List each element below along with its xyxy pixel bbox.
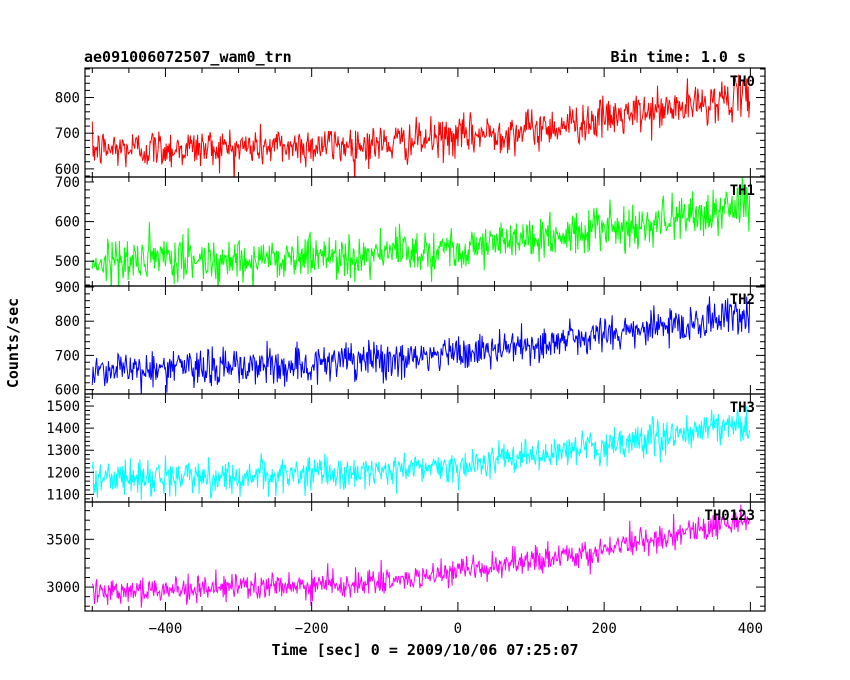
- y-tick-label: 600: [55, 215, 80, 231]
- panels-group: 600700800TH0500600700TH1600700800900TH21…: [46, 67, 766, 637]
- series-line-th2: [91, 296, 751, 394]
- series-line-th3: [91, 406, 751, 501]
- panel-th2: 600 700 800 900 TH2: [55, 280, 766, 399]
- panel-label-th3: TH3: [730, 400, 755, 416]
- y-tick-label: 900: [55, 280, 80, 296]
- x-tick-label: 200: [591, 621, 616, 637]
- y-tick-label: 700: [55, 175, 80, 191]
- series-line-th0: [91, 74, 751, 177]
- panel-th0: 600 700 800 TH0: [55, 67, 766, 178]
- x-tick-label: 400: [738, 621, 763, 637]
- y-tick-label: 3000: [46, 580, 80, 596]
- y-tick-label: 700: [55, 348, 80, 364]
- y-axis-label: Counts/sec: [4, 298, 22, 388]
- panel-label-th0: TH0: [730, 74, 755, 90]
- bin-time-label: Bin time: 1.0 s: [611, 48, 746, 66]
- plot-title: ae091006072507_wam0_trn: [84, 48, 292, 66]
- y-tick-label: 600: [55, 162, 80, 178]
- y-tick-label: 600: [55, 383, 80, 399]
- y-tick-label: 1400: [46, 421, 80, 437]
- series-line-th1: [91, 177, 751, 286]
- panel-frame: [84, 501, 766, 612]
- panel-label-th0123: TH0123: [704, 508, 755, 524]
- x-tick-label: 0: [454, 621, 462, 637]
- y-tick-label: 1300: [46, 443, 80, 459]
- panel-frame: [84, 67, 766, 178]
- panel-th3: 1100 1200 1300 1400 1500 TH3: [46, 393, 766, 503]
- y-tick-label: 1200: [46, 465, 80, 481]
- y-tick-label: 1100: [46, 487, 80, 503]
- series-line-th0123: [91, 504, 751, 608]
- panel-th1: 500 600 700 TH1: [55, 175, 766, 287]
- y-tick-label: 800: [55, 314, 80, 330]
- y-tick-label: 3500: [46, 532, 80, 548]
- x-axis-label: Time [sec] 0 = 2009/10/06 07:25:07: [271, 641, 578, 659]
- y-tick-label: 1500: [46, 399, 80, 415]
- y-tick-label: 800: [55, 91, 80, 107]
- y-tick-label: 500: [55, 254, 80, 270]
- panel-th0123: 3000 3500 TH0123: [46, 501, 766, 612]
- panel-frame: [84, 285, 766, 395]
- x-tick-label: −400: [149, 621, 183, 637]
- panel-label-th2: TH2: [730, 292, 755, 308]
- y-tick-label: 700: [55, 126, 80, 142]
- panel-label-th1: TH1: [730, 183, 755, 199]
- x-tick-label: −200: [295, 621, 329, 637]
